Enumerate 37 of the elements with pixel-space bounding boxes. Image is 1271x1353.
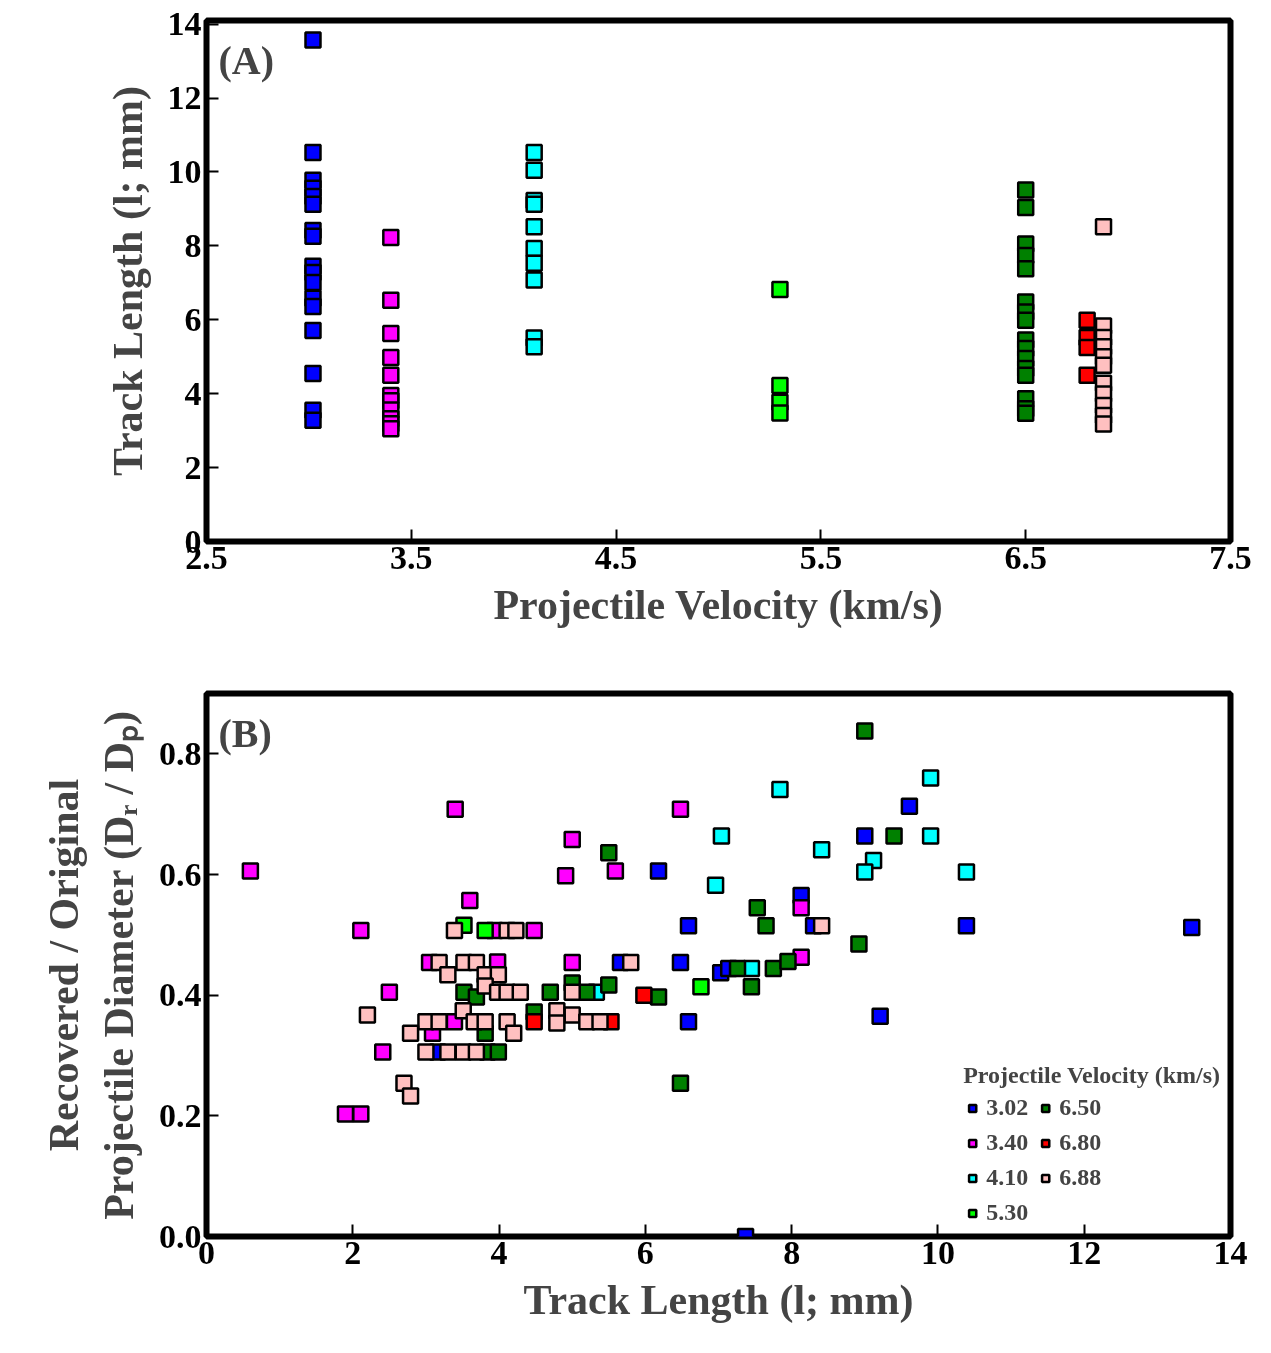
legend-label: 3.40 [986, 1129, 1029, 1156]
y-tick-label: 8 [184, 226, 202, 264]
y-axis-title: Recovered / Original Projectile Diameter (Dᵣ / Dₚ) [40, 710, 144, 1220]
x-tick-label: 4.5 [594, 538, 638, 576]
x-tick-label: 14 [1213, 1233, 1248, 1271]
x-tick-label: 7.5 [1209, 538, 1252, 576]
x-tick-label: 3.5 [390, 538, 433, 576]
x-axis-title: Track Length (l; mm) [523, 1276, 914, 1324]
y-tick-label: 6 [184, 300, 202, 338]
y-axis-title: Track Length (l; mm) [104, 86, 152, 476]
legend-label: 6.50 [1059, 1094, 1102, 1121]
annotation: (B) [218, 710, 272, 756]
y-tick-label: 0.6 [159, 855, 202, 893]
legend-label: 6.80 [1059, 1129, 1102, 1156]
x-tick-label: 8 [783, 1233, 801, 1271]
x-tick-label: 6.5 [1004, 538, 1047, 576]
x-tick-label: 12 [1067, 1233, 1102, 1271]
y-tick-label: 14 [167, 5, 202, 43]
legend-label: 6.88 [1059, 1164, 1102, 1191]
y-tick-label: 4 [184, 374, 202, 412]
y-tick-label: 12 [167, 79, 202, 117]
y-tick-label: 10 [167, 153, 202, 190]
legend-label: 4.10 [986, 1164, 1029, 1191]
x-tick-label: 5.5 [799, 538, 843, 576]
legend-label: 5.30 [986, 1199, 1029, 1226]
y-tick-label: 0.4 [159, 976, 202, 1014]
y-tick-label: 0.8 [159, 734, 202, 772]
x-tick-label: 2 [344, 1233, 362, 1271]
y-tick-label: 0.2 [159, 1096, 202, 1134]
legend-title: Projectile Velocity (km/s) [963, 1062, 1220, 1089]
y-tick-label: 2 [184, 448, 202, 486]
x-tick-label: 4 [490, 1233, 508, 1271]
x-tick-label: 6 [636, 1233, 654, 1271]
legend-label: 3.02 [986, 1094, 1029, 1121]
x-axis-title: Projectile Velocity (km/s) [493, 581, 943, 629]
annotation: (A) [218, 37, 275, 83]
x-tick-label: 10 [920, 1233, 955, 1271]
